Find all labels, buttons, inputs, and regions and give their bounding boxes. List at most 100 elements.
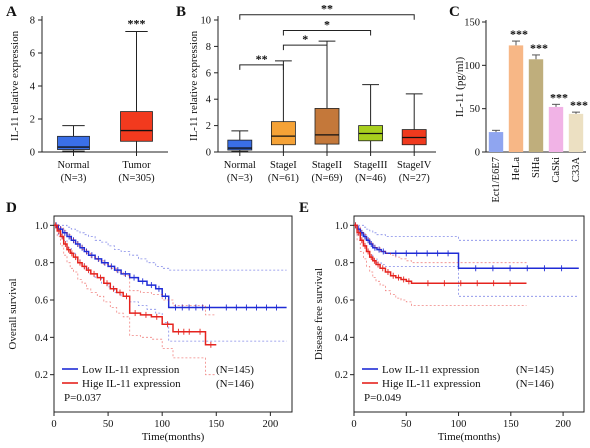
y-tick-label: 0.8 <box>35 258 48 269</box>
x-tick-label: 50 <box>103 419 114 430</box>
panel-label-e: E <box>299 200 309 216</box>
survival-line <box>54 224 287 309</box>
survival-line <box>354 224 527 284</box>
p-value-label: P=0.049 <box>364 392 402 404</box>
legend-label: Hige IL-11 expression <box>382 378 481 390</box>
legend-n-label: (N=146) <box>216 378 254 390</box>
x-axis-label: Time(months) <box>142 431 205 443</box>
x-tick-label: Normal <box>224 160 256 171</box>
y-tick-label: 0 <box>30 148 35 159</box>
y-tick-label: 0.2 <box>35 370 48 381</box>
box-rect <box>57 135 90 150</box>
y-tick-label: 0.4 <box>35 333 49 344</box>
confidence-upper-line <box>54 224 287 271</box>
y-tick-label: 8 <box>206 42 211 53</box>
y-axis-label: IL-11 relative expression <box>188 30 200 141</box>
bar <box>488 132 504 152</box>
significance-label: *** <box>128 17 146 31</box>
y-tick-label: 50 <box>470 104 481 115</box>
y-tick-label: 6 <box>206 68 211 79</box>
panel-label-c: C <box>449 4 460 20</box>
x-tick-label: 0 <box>51 419 56 430</box>
significance-label: *** <box>510 27 528 41</box>
x-tick-label: C33A <box>571 157 582 183</box>
y-tick-label: 8 <box>30 16 35 27</box>
x-tick-n-label: (N=46) <box>355 173 387 184</box>
bar <box>528 59 544 153</box>
y-tick-label: 1.0 <box>335 221 348 232</box>
significance-label: * <box>302 32 308 46</box>
x-tick-label: Tumor <box>122 160 151 171</box>
x-tick-label: 100 <box>154 419 170 430</box>
confidence-lower-line <box>354 224 527 306</box>
legend-label: Hige IL-11 expression <box>82 378 181 390</box>
x-tick-label: StageIII <box>354 160 388 171</box>
box-rect <box>270 121 296 146</box>
legend-n-label: (N=146) <box>516 378 554 390</box>
confidence-upper-line <box>354 224 527 264</box>
y-tick-label: 4 <box>206 95 212 106</box>
y-axis-label: Disease free survival <box>313 268 325 360</box>
x-tick-n-label: (N=305) <box>118 173 155 184</box>
box-rect <box>120 111 153 142</box>
x-tick-n-label: (N=3) <box>227 173 253 184</box>
plot-frame <box>353 215 585 413</box>
x-tick-label: 100 <box>451 419 467 430</box>
x-tick-label: StageIV <box>397 160 432 171</box>
x-tick-label: StageI <box>270 160 297 171</box>
x-tick-label: Normal <box>57 160 89 171</box>
legend-n-label: (N=145) <box>516 364 554 376</box>
x-tick-n-label: (N=61) <box>268 173 300 184</box>
y-tick-label: 100 <box>464 61 480 72</box>
significance-label: *** <box>570 98 588 112</box>
y-tick-label: 0 <box>475 148 480 159</box>
p-value-label: P=0.037 <box>64 392 102 404</box>
significance-bracket <box>239 64 284 70</box>
y-tick-label: 2 <box>30 115 35 126</box>
y-tick-label: 0.4 <box>335 333 349 344</box>
x-tick-label: 150 <box>503 419 519 430</box>
y-tick-label: 0 <box>206 148 211 159</box>
y-tick-label: 4 <box>30 82 36 93</box>
y-tick-label: 1.0 <box>35 221 48 232</box>
survival-line <box>54 224 217 346</box>
y-tick-label: 150 <box>464 18 480 29</box>
y-tick-label: 0.8 <box>335 258 348 269</box>
x-tick-label: Ect1/E6E7 <box>491 157 502 203</box>
x-tick-label: HeLa <box>511 157 522 181</box>
bar <box>568 113 584 152</box>
bar <box>548 106 564 152</box>
x-tick-label: CaSki <box>551 157 562 183</box>
y-tick-label: 0.6 <box>335 296 348 307</box>
significance-label: ** <box>321 2 333 16</box>
significance-bracket <box>282 30 372 36</box>
box-rect <box>227 139 253 151</box>
confidence-lower-line <box>54 224 287 342</box>
plot-frame <box>53 215 293 413</box>
y-tick-label: 6 <box>30 49 35 60</box>
significance-label: *** <box>530 41 548 55</box>
y-tick-label: 2 <box>206 121 211 132</box>
survival-line <box>354 224 579 270</box>
significance-label: * <box>324 18 330 32</box>
chart-c-bar-chart: 0 50 100 150 IL-11 (pg/ml) Ect1/E6E7 *** HeLa **… <box>454 18 588 203</box>
chart-a-boxplot: 0 2 4 6 8 IL-11 relative expression Normal (N=3… <box>9 16 168 184</box>
x-tick-label: 200 <box>262 419 278 430</box>
y-axis-label: Overall survival <box>7 278 19 349</box>
y-axis-label: IL-11 (pg/ml) <box>454 56 466 117</box>
x-tick-label: 200 <box>555 419 571 430</box>
panel-label-d: D <box>6 200 17 216</box>
x-tick-label: SiHa <box>531 157 542 178</box>
chart-e-survival-curve: 0 50 100 150 200 0.2 0.4 0.6 0.8 1.0 Time(months) D… <box>313 215 585 443</box>
significance-label: ** <box>256 52 268 66</box>
x-tick-n-label: (N=69) <box>312 173 344 184</box>
legend-n-label: (N=145) <box>216 364 254 376</box>
confidence-lower-line <box>54 224 217 376</box>
panel-label-b: B <box>176 4 186 20</box>
x-tick-label: 50 <box>401 419 412 430</box>
confidence-upper-line <box>54 224 217 316</box>
chart-d-survival-curve: 0 50 100 150 200 0.2 0.4 0.6 0.8 1.0 Time(months) O… <box>7 215 293 443</box>
x-tick-label: StageII <box>312 160 343 171</box>
